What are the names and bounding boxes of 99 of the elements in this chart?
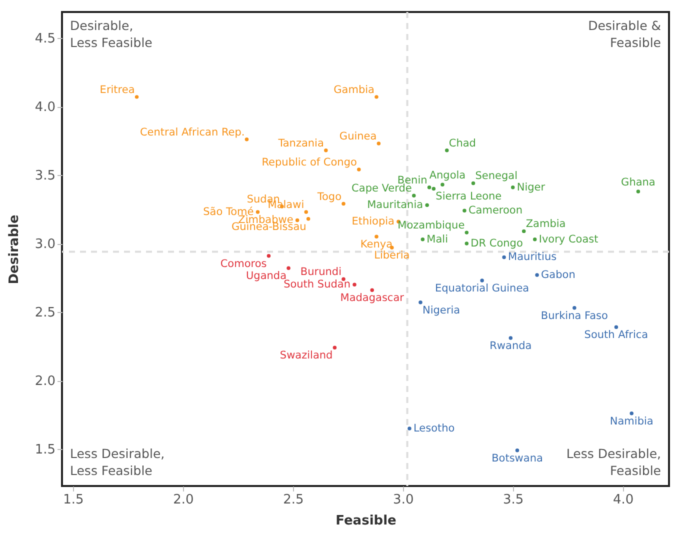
x-tick-label: 2.5 <box>283 492 304 508</box>
y-tick-label: 1.5 <box>34 442 56 458</box>
annotation: Ivory Coast <box>538 233 598 246</box>
point <box>376 142 381 146</box>
annotation: Zambia <box>526 218 566 230</box>
point <box>480 278 484 282</box>
annotation: South Africa <box>584 329 648 342</box>
annotation: Kenya <box>360 238 393 251</box>
x-axis-title: Feasible <box>336 514 397 528</box>
annotation: Eritrea <box>100 84 135 96</box>
annotation: Namibia <box>610 415 654 428</box>
point <box>370 288 374 292</box>
point <box>471 181 476 186</box>
y-tick-label: 2.5 <box>34 306 56 321</box>
annotation: Liberia <box>374 250 410 262</box>
point <box>630 412 634 416</box>
x-tick-label: 3.0 <box>393 492 414 508</box>
annotation: Less Desirable, Feasible <box>566 446 662 478</box>
point <box>420 238 425 242</box>
annotation: Angola <box>429 170 466 182</box>
point <box>374 234 378 239</box>
annotation: Togo <box>316 190 342 203</box>
point <box>532 238 537 242</box>
point <box>306 216 310 221</box>
point <box>510 185 515 190</box>
point <box>418 300 422 304</box>
x-tick-label: 2.0 <box>173 492 194 508</box>
point <box>462 208 466 213</box>
annotation: Sierra Leone <box>436 190 502 203</box>
point <box>572 306 576 310</box>
annotation: Swaziland <box>280 350 333 362</box>
annotation: Desirable, Less Feasible <box>70 18 153 50</box>
annotation: Burundi <box>300 266 342 278</box>
y-tick-label: 3.0 <box>34 237 56 252</box>
annotation: Desirable & Feasible <box>588 18 662 50</box>
point <box>432 186 436 191</box>
annotation: Republic of Congo <box>262 156 357 169</box>
point <box>266 254 271 258</box>
point <box>304 210 308 214</box>
annotation: Comoros <box>220 258 267 270</box>
annotation: Guinea <box>339 130 377 143</box>
point <box>324 148 328 152</box>
y-axis-title: Desirable <box>6 214 22 284</box>
annotation: Tanzania <box>277 137 324 150</box>
annotation: Gabon <box>541 269 576 282</box>
annotation: Mali <box>426 233 448 246</box>
annotation: Ethiopia <box>352 216 394 228</box>
annotation: Nigeria <box>422 304 460 316</box>
y-tick-label: 3.5 <box>34 168 56 184</box>
point <box>342 202 346 206</box>
point <box>352 282 356 286</box>
point <box>614 325 618 329</box>
point <box>134 95 139 99</box>
point <box>357 168 361 172</box>
annotation: Guinea-Bissau <box>231 220 306 233</box>
point <box>286 266 290 270</box>
annotation: Cape Verde <box>352 182 412 195</box>
annotation: Less Desirable, Less Feasible <box>70 446 165 478</box>
annotation: Madagascar <box>340 292 405 304</box>
point <box>464 230 469 234</box>
annotation: DR Congo <box>470 238 523 250</box>
y-tick-label: 2.0 <box>34 374 56 390</box>
annotation: Rwanda <box>490 340 532 352</box>
annotation: Chad <box>448 137 476 150</box>
annotation: Central African Rep. <box>140 126 245 138</box>
annotation: Burkina Faso <box>540 310 608 322</box>
annotation: Ghana <box>621 176 656 188</box>
point <box>256 210 260 214</box>
point <box>244 138 249 142</box>
x-tick-label: 4.0 <box>612 492 634 508</box>
annotation: Niger <box>516 181 546 194</box>
annotation: Lesotho <box>413 422 455 434</box>
point <box>408 426 412 430</box>
annotation: Senegal <box>475 170 518 182</box>
annotation: Botswana <box>492 452 543 464</box>
point <box>636 190 640 194</box>
point <box>515 448 520 452</box>
y-tick-label: 4.5 <box>34 32 56 47</box>
point <box>425 203 429 208</box>
point <box>332 346 337 350</box>
annotation: Gambia <box>334 84 374 96</box>
y-tick-label: 4.0 <box>34 100 56 116</box>
point <box>445 148 449 152</box>
x-tick-label: 1.5 <box>63 492 84 508</box>
point <box>464 242 469 246</box>
point <box>508 336 513 340</box>
annotation: Mauritius <box>508 251 557 264</box>
point <box>522 229 526 234</box>
point <box>502 255 506 260</box>
point <box>412 194 416 198</box>
annotation: Mozambique <box>398 220 465 232</box>
point <box>440 182 444 186</box>
x-tick-label: 3.5 <box>503 492 524 508</box>
annotation: Equatorial Guinea <box>435 282 530 295</box>
point <box>535 273 539 277</box>
annotation: Mauritania <box>367 199 424 212</box>
annotation: Cameroon <box>468 204 523 217</box>
point <box>374 95 378 99</box>
point <box>427 185 432 190</box>
